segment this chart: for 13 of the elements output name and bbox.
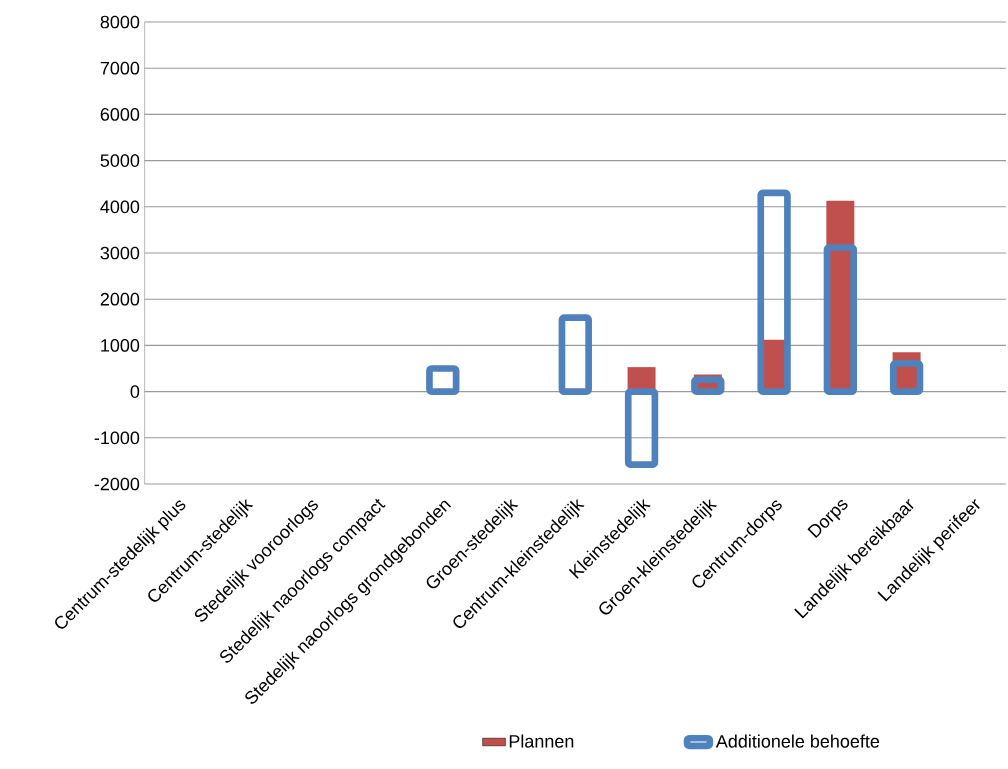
y-tick-label: -1000 (94, 431, 140, 445)
y-tick-label: 5000 (100, 154, 140, 167)
y-tick-label: 4000 (100, 200, 140, 214)
legend-label: Additionele behoefte (715, 734, 880, 748)
y-tick-label: 2000 (100, 292, 140, 306)
legend-label: Plannen (509, 734, 574, 748)
y-tick-label: 0 (130, 385, 140, 398)
y-tick-label: 1000 (101, 339, 140, 352)
y-tick-label: 3000 (100, 246, 140, 260)
y-tick-label: 6000 (100, 108, 140, 121)
y-tick-label: 7000 (100, 61, 140, 75)
y-tick-label: 8000 (100, 15, 140, 29)
y-tick-label: -2000 (94, 477, 140, 491)
